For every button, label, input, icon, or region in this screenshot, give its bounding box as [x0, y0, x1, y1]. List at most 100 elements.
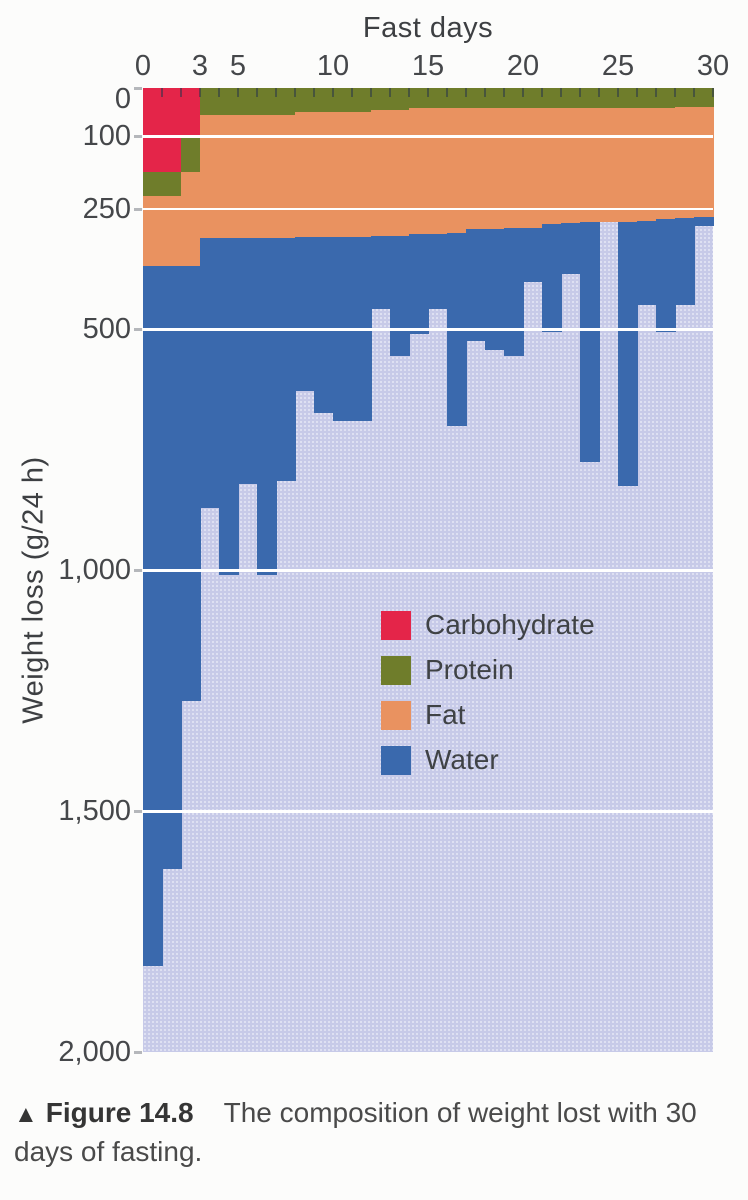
bar-day16-fat: [428, 108, 448, 235]
x-tick-label-3: 3: [191, 50, 209, 82]
bar-day27-water: [637, 221, 657, 306]
bar-day13-protein: [371, 88, 391, 111]
caption-text: The composition of weight lost with 30 d…: [14, 1097, 697, 1167]
bar-day23-fat: [561, 108, 581, 224]
x-minor-tick-day-4: [218, 88, 220, 97]
bar-day24-water: [580, 221, 600, 463]
legend-label-water: Water: [425, 744, 499, 775]
bar-day23-water: [561, 222, 581, 275]
bar-day4-water: [200, 238, 220, 508]
bar-day13-fat: [371, 109, 391, 237]
x-minor-tick-day-20: [522, 88, 524, 97]
bar-day30-water: [694, 217, 714, 226]
x-minor-tick-day-8: [294, 88, 296, 97]
bar-day18-protein: [466, 88, 486, 109]
bar-day23-protein: [561, 88, 581, 109]
caption-triangle-icon: ▲: [14, 1101, 38, 1128]
legend-item-protein: Protein: [381, 654, 595, 685]
x-minor-tick-day-10: [332, 88, 334, 97]
legend-swatch-protein: [381, 655, 411, 685]
y-tick-label-250: 250: [82, 192, 131, 225]
bar-day19-fat: [485, 108, 505, 230]
bar-day15-protein: [409, 88, 429, 109]
bar-day21-water: [523, 227, 543, 283]
y-tick-label-1500: 1,500: [58, 795, 131, 827]
bar-day30-protein: [694, 88, 714, 108]
x-minor-tick-day-2: [180, 88, 182, 97]
bar-day27-protein: [637, 88, 657, 109]
x-tick-label-20: 20: [506, 50, 540, 82]
x-tick-label-25: 25: [601, 50, 635, 82]
bar-day28-fat: [656, 108, 676, 220]
x-minor-tick-day-19: [503, 88, 505, 97]
bar-day13-water: [371, 236, 391, 310]
gridline-500: [143, 328, 713, 331]
x-minor-tick-day-9: [313, 88, 315, 97]
bar-day28-water: [656, 219, 676, 332]
x-minor-tick-day-3: [199, 88, 201, 97]
bar-day7-protein: [257, 88, 277, 115]
x-minor-tick-day-16: [446, 88, 448, 97]
bar-day24-protein: [580, 88, 600, 109]
bar-day19-water: [485, 228, 505, 350]
x-minor-tick-day-24: [598, 88, 600, 97]
gridline-100: [143, 135, 713, 138]
bar-day12-protein: [352, 88, 372, 113]
x-minor-tick-day-11: [351, 88, 353, 97]
gridline-1500: [143, 810, 713, 813]
bar-day27-fat: [637, 108, 657, 222]
y-tick-mark-0: [134, 87, 142, 90]
bar-day20-water: [504, 228, 524, 357]
bar-day10-water: [314, 237, 334, 413]
x-minor-tick-day-7: [275, 88, 277, 97]
bar-day14-protein: [390, 88, 410, 111]
bar-day2-protein: [162, 172, 182, 197]
x-tick-label-30: 30: [696, 50, 730, 82]
bar-day7-fat: [257, 114, 277, 239]
bar-day1-carbohydrate: [143, 88, 163, 173]
x-minor-tick-day-17: [465, 88, 467, 97]
bar-day18-water: [466, 228, 486, 341]
bar-day9-fat: [295, 112, 315, 238]
legend-item-water: Water: [381, 744, 595, 775]
bar-day22-water: [542, 224, 562, 333]
y-tick-mark-2000: [134, 1051, 142, 1054]
y-tick-label-500: 500: [82, 313, 131, 345]
bar-day25-protein: [599, 88, 619, 109]
bar-day22-protein: [542, 88, 562, 109]
bar-day3-protein: [181, 136, 201, 173]
x-tick-label-15: 15: [411, 50, 445, 82]
bar-day8-fat: [276, 114, 296, 239]
bar-day29-fat: [675, 107, 695, 219]
legend-item-carbohydrate: Carbohydrate: [381, 609, 595, 640]
bar-day19-protein: [485, 88, 505, 109]
bar-day28-protein: [656, 88, 676, 109]
bar-day29-water: [675, 218, 695, 306]
bar-day30-fat: [694, 107, 714, 218]
caption-figure-number: Figure 14.8: [45, 1097, 194, 1128]
x-minor-tick-day-23: [579, 88, 581, 97]
figure-caption: ▲ Figure 14.8 The composition of weight lo…: [14, 1094, 706, 1170]
bar-day7-water: [257, 238, 277, 576]
x-minor-tick-day-6: [256, 88, 258, 97]
x-tick-label-10: 10: [316, 50, 350, 82]
x-minor-tick-day-13: [389, 88, 391, 97]
y-tick-label-0: 0: [114, 83, 131, 115]
bar-day14-fat: [390, 109, 410, 237]
y-tick-mark-250: [134, 207, 142, 211]
bar-day4-fat: [200, 114, 220, 239]
x-tick-label-5: 5: [229, 50, 247, 82]
bar-day16-protein: [428, 88, 448, 109]
x-minor-tick-day-27: [655, 88, 657, 97]
bar-day18-fat: [466, 108, 486, 230]
bar-day6-water: [238, 238, 258, 484]
x-minor-tick-day-15: [427, 88, 429, 97]
bar-day10-protein: [314, 88, 334, 113]
bar-day1-water: [143, 266, 163, 966]
bar-day8-protein: [276, 88, 296, 115]
legend-label-fat: Fat: [425, 699, 466, 730]
y-axis-title: Weight loss (g/24 h): [17, 456, 50, 724]
bar-day1-fat: [143, 196, 163, 267]
x-minor-tick-day-12: [370, 88, 372, 97]
bar-day29-protein: [675, 88, 695, 108]
